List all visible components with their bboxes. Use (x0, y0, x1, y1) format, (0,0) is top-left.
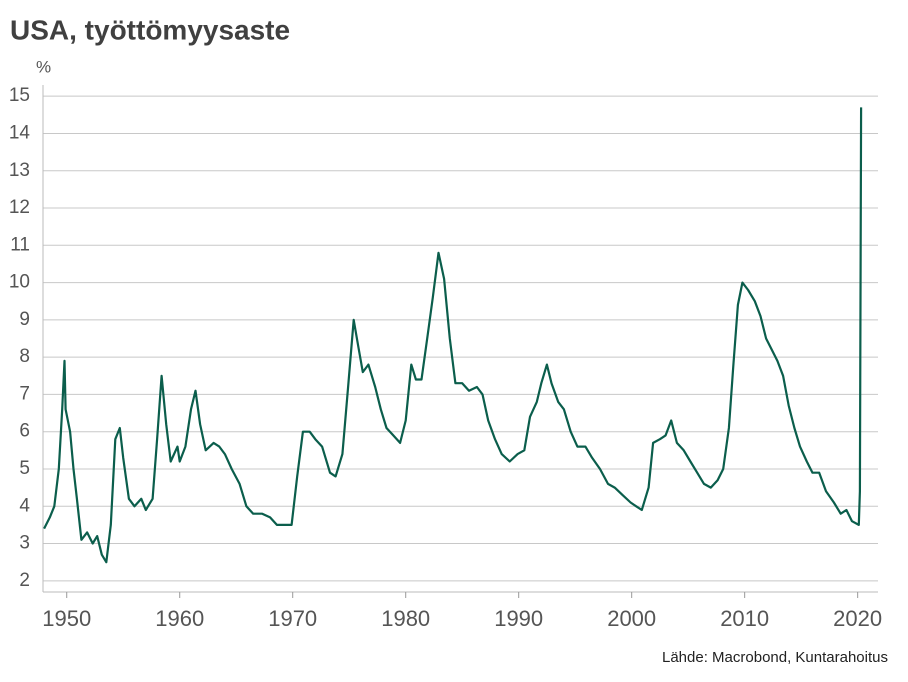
y-tick-label: 10 (9, 272, 30, 293)
y-tick-label: 14 (9, 122, 31, 143)
y-unit: % (36, 57, 51, 76)
y-tick-label: 8 (19, 346, 30, 367)
y-tick-label: 12 (9, 197, 30, 218)
x-tick-label: 1960 (155, 606, 204, 631)
y-tick-label: 4 (19, 495, 30, 516)
y-tick-label: 3 (19, 533, 30, 554)
x-tick-label: 2020 (833, 606, 882, 631)
y-tick-label: 5 (19, 458, 30, 479)
y-tick-label: 7 (19, 383, 30, 404)
y-tick-label: 11 (10, 234, 30, 255)
x-tick-label: 1990 (494, 606, 543, 631)
x-tick-label: 2000 (607, 606, 656, 631)
data-line (43, 107, 863, 564)
y-tick-label: 2 (19, 570, 30, 591)
y-tick-label: 15 (9, 85, 30, 106)
source: Lähde: Macrobond, Kuntarahoitus (662, 649, 888, 666)
y-tick-label: 13 (9, 160, 30, 181)
y-tick-label: 9 (19, 309, 30, 330)
chart-title: USA, työttömyysaste (10, 14, 290, 45)
y-tick-label: 6 (19, 421, 30, 442)
x-tick-label: 1950 (42, 606, 91, 631)
x-tick-label: 1970 (268, 606, 317, 631)
x-tick-label: 1980 (381, 606, 430, 631)
x-tick-label: 2010 (720, 606, 769, 631)
